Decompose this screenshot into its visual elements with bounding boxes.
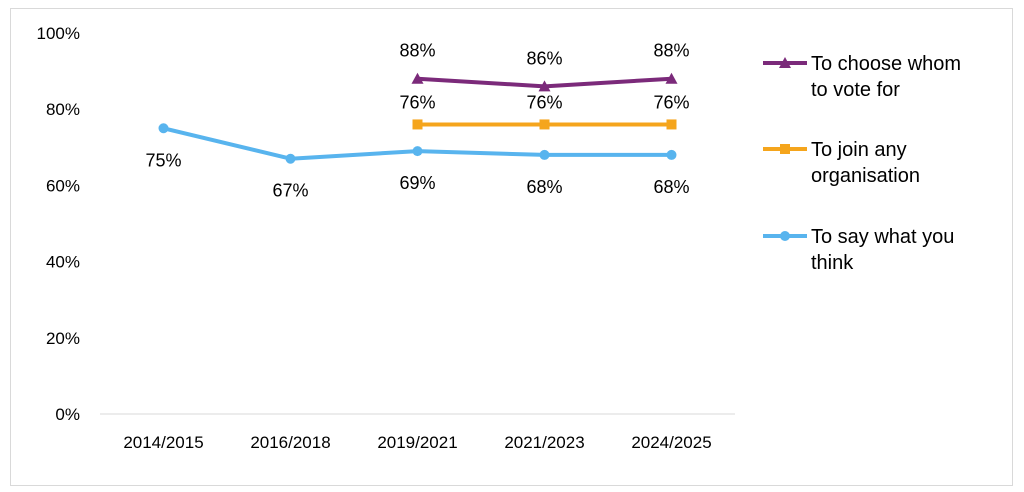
data-point — [158, 123, 169, 134]
data-label: 76% — [526, 92, 562, 112]
x-tick-label: 2016/2018 — [250, 433, 330, 452]
data-label: 75% — [145, 150, 181, 170]
data-point — [539, 149, 550, 160]
legend-label: To choose whom — [811, 53, 961, 75]
data-point — [411, 72, 424, 84]
data-point — [285, 153, 296, 164]
legend-label: to vote for — [811, 79, 900, 101]
data-point — [666, 119, 677, 130]
y-tick-label: 40% — [46, 253, 80, 272]
data-point — [412, 119, 423, 130]
y-tick-label: 100% — [37, 24, 80, 43]
y-tick-label: 0% — [55, 405, 80, 424]
data-label: 88% — [653, 41, 689, 61]
legend-label: To join any — [811, 139, 907, 161]
chart-frame — [10, 8, 1013, 486]
x-tick-label: 2019/2021 — [377, 433, 457, 452]
data-label: 88% — [399, 41, 435, 61]
legend-label: organisation — [811, 165, 920, 187]
legend-label: To say what you — [811, 226, 954, 248]
data-label: 76% — [399, 92, 435, 112]
data-label: 76% — [653, 92, 689, 112]
legend-marker — [780, 231, 790, 241]
data-label: 86% — [526, 48, 562, 68]
y-tick-label: 60% — [46, 176, 80, 195]
x-tick-label: 2014/2015 — [123, 433, 203, 452]
x-tick-label: 2021/2023 — [504, 433, 584, 452]
data-label: 68% — [526, 177, 562, 197]
x-tick-label: 2024/2025 — [631, 433, 711, 452]
y-tick-label: 20% — [46, 329, 80, 348]
data-point — [666, 149, 677, 160]
data-label: 68% — [653, 177, 689, 197]
data-label: 67% — [272, 181, 308, 201]
legend-label: think — [811, 252, 854, 274]
y-tick-label: 80% — [46, 100, 80, 119]
legend-marker — [780, 144, 790, 154]
data-point — [539, 119, 550, 130]
data-point — [538, 80, 551, 92]
data-label: 69% — [399, 173, 435, 193]
legend-marker — [779, 57, 791, 68]
data-point — [665, 72, 678, 84]
data-point — [412, 146, 423, 157]
